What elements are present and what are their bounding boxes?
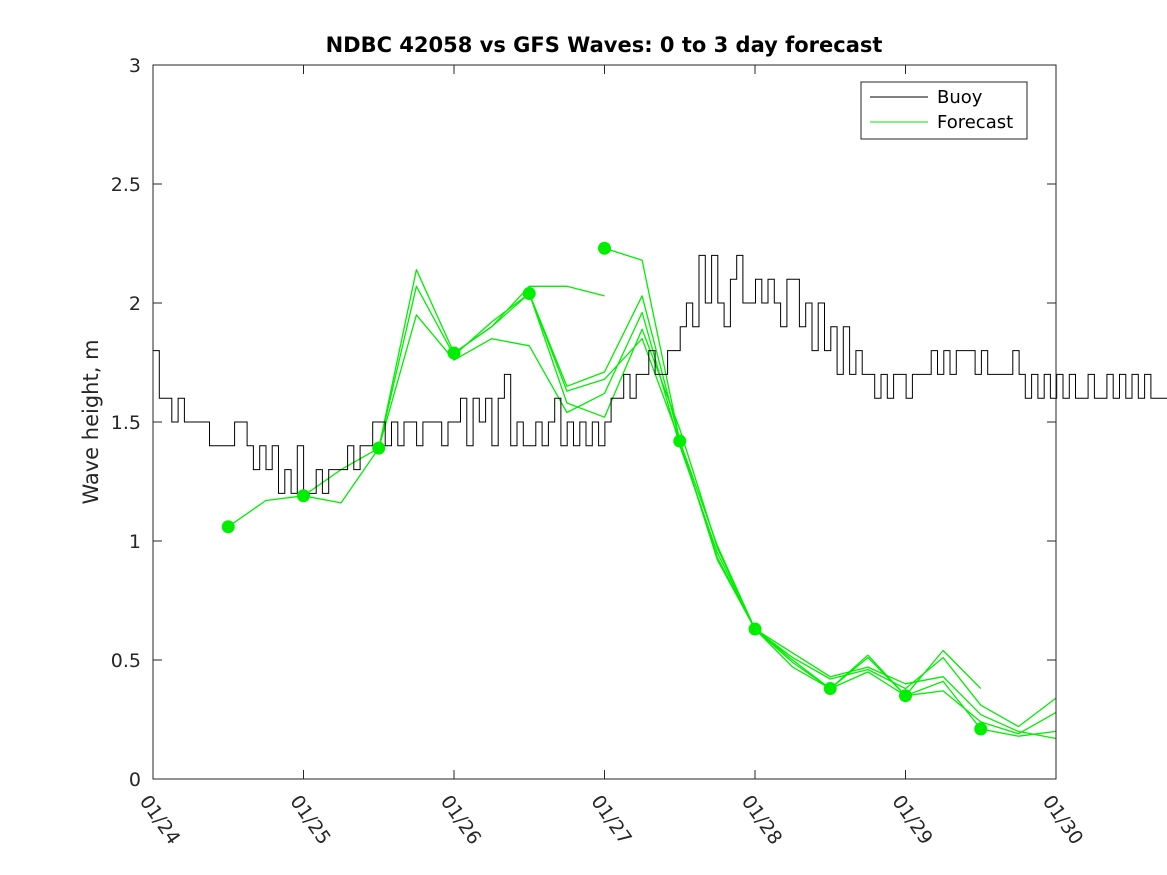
forecast-line bbox=[227, 269, 605, 528]
forecast-initial-point bbox=[372, 441, 386, 455]
y-tick-label: 2 bbox=[129, 293, 141, 315]
chart-title: NDBC 42058 vs GFS Waves: 0 to 3 day fore… bbox=[326, 33, 883, 57]
legend: Buoy Forecast bbox=[860, 81, 1028, 140]
forecast-initial-point bbox=[748, 622, 762, 636]
forecast-line bbox=[830, 671, 1057, 737]
forecast-initial-point bbox=[297, 489, 310, 503]
y-tick-label: 1 bbox=[129, 531, 141, 553]
forecast-initial-point bbox=[522, 286, 536, 300]
forecast-initial-point bbox=[974, 722, 988, 736]
y-tick-label: 0 bbox=[129, 769, 141, 791]
forecast-initial-point bbox=[823, 682, 837, 696]
legend-forecast-label: Forecast bbox=[937, 112, 1013, 133]
buoy-line bbox=[153, 254, 1167, 494]
y-axis-label: Wave height, m bbox=[79, 339, 103, 504]
y-tick-label: 3 bbox=[129, 55, 141, 77]
y-tick-label: 0.5 bbox=[111, 650, 141, 672]
forecast-line bbox=[754, 628, 1057, 740]
forecast-line bbox=[453, 292, 831, 690]
forecast-initial-point bbox=[598, 241, 611, 255]
forecast-line bbox=[303, 285, 681, 504]
forecast-line bbox=[604, 247, 982, 697]
forecast-initial-point bbox=[673, 434, 687, 448]
forecast-line bbox=[905, 690, 1057, 735]
legend-box bbox=[860, 81, 1028, 140]
legend-buoy-label: Buoy bbox=[937, 87, 983, 108]
forecast-initial-point bbox=[447, 346, 461, 360]
y-tick-label: 1.5 bbox=[111, 412, 141, 434]
forecast-initial-point bbox=[221, 520, 235, 534]
forecast-line bbox=[679, 440, 1057, 728]
data-layer bbox=[153, 241, 1167, 740]
forecast-initial-point bbox=[899, 689, 912, 703]
y-tick-label: 2.5 bbox=[111, 174, 141, 196]
